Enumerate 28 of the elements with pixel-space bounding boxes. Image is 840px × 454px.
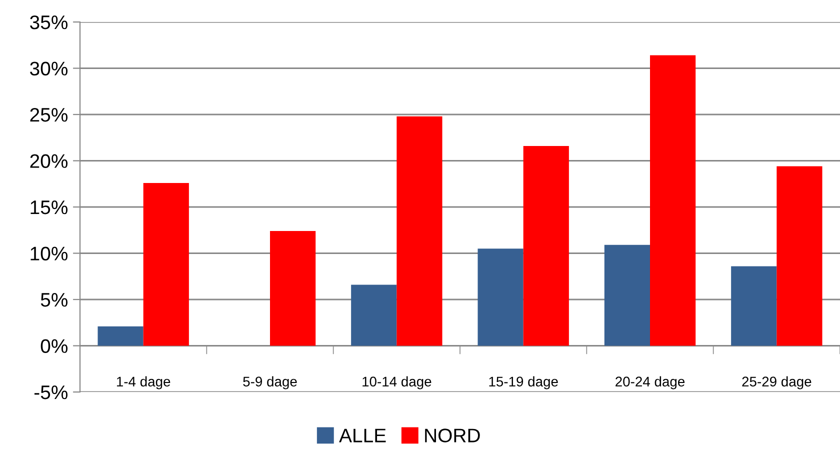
- x-tick-label: 15-19 dage: [489, 376, 558, 390]
- x-tick-label: 25-29 dage: [742, 376, 812, 390]
- bar: [478, 248, 524, 346]
- bar: [351, 284, 397, 346]
- x-tick-label: 10-14 dage: [362, 376, 432, 390]
- bar: [731, 266, 777, 346]
- bar: [270, 231, 316, 346]
- y-tick-label: 20%: [30, 154, 68, 168]
- y-tick-label: 15%: [30, 200, 68, 214]
- bar: [604, 244, 650, 346]
- y-tick-label: 0%: [40, 339, 68, 353]
- x-tick-label: 20-24 dage: [616, 376, 685, 390]
- y-tick-label: -5%: [34, 386, 68, 400]
- legend-label: ALLE: [339, 428, 386, 442]
- y-tick-label: 5%: [40, 293, 68, 307]
- legend-label: NORD: [425, 428, 480, 442]
- x-tick-label: 1-4 dage: [116, 376, 170, 390]
- bar: [98, 326, 144, 346]
- bar: [650, 55, 696, 346]
- bar: [396, 116, 442, 346]
- x-tick-label: 5-9 dage: [243, 376, 297, 390]
- y-tick-label: 10%: [30, 246, 68, 260]
- bar: [143, 182, 189, 346]
- bar: [776, 166, 822, 346]
- bar: [523, 146, 569, 346]
- y-tick-label: 25%: [30, 108, 68, 122]
- y-tick-label: 30%: [30, 62, 68, 76]
- y-tick-label: 35%: [30, 15, 68, 30]
